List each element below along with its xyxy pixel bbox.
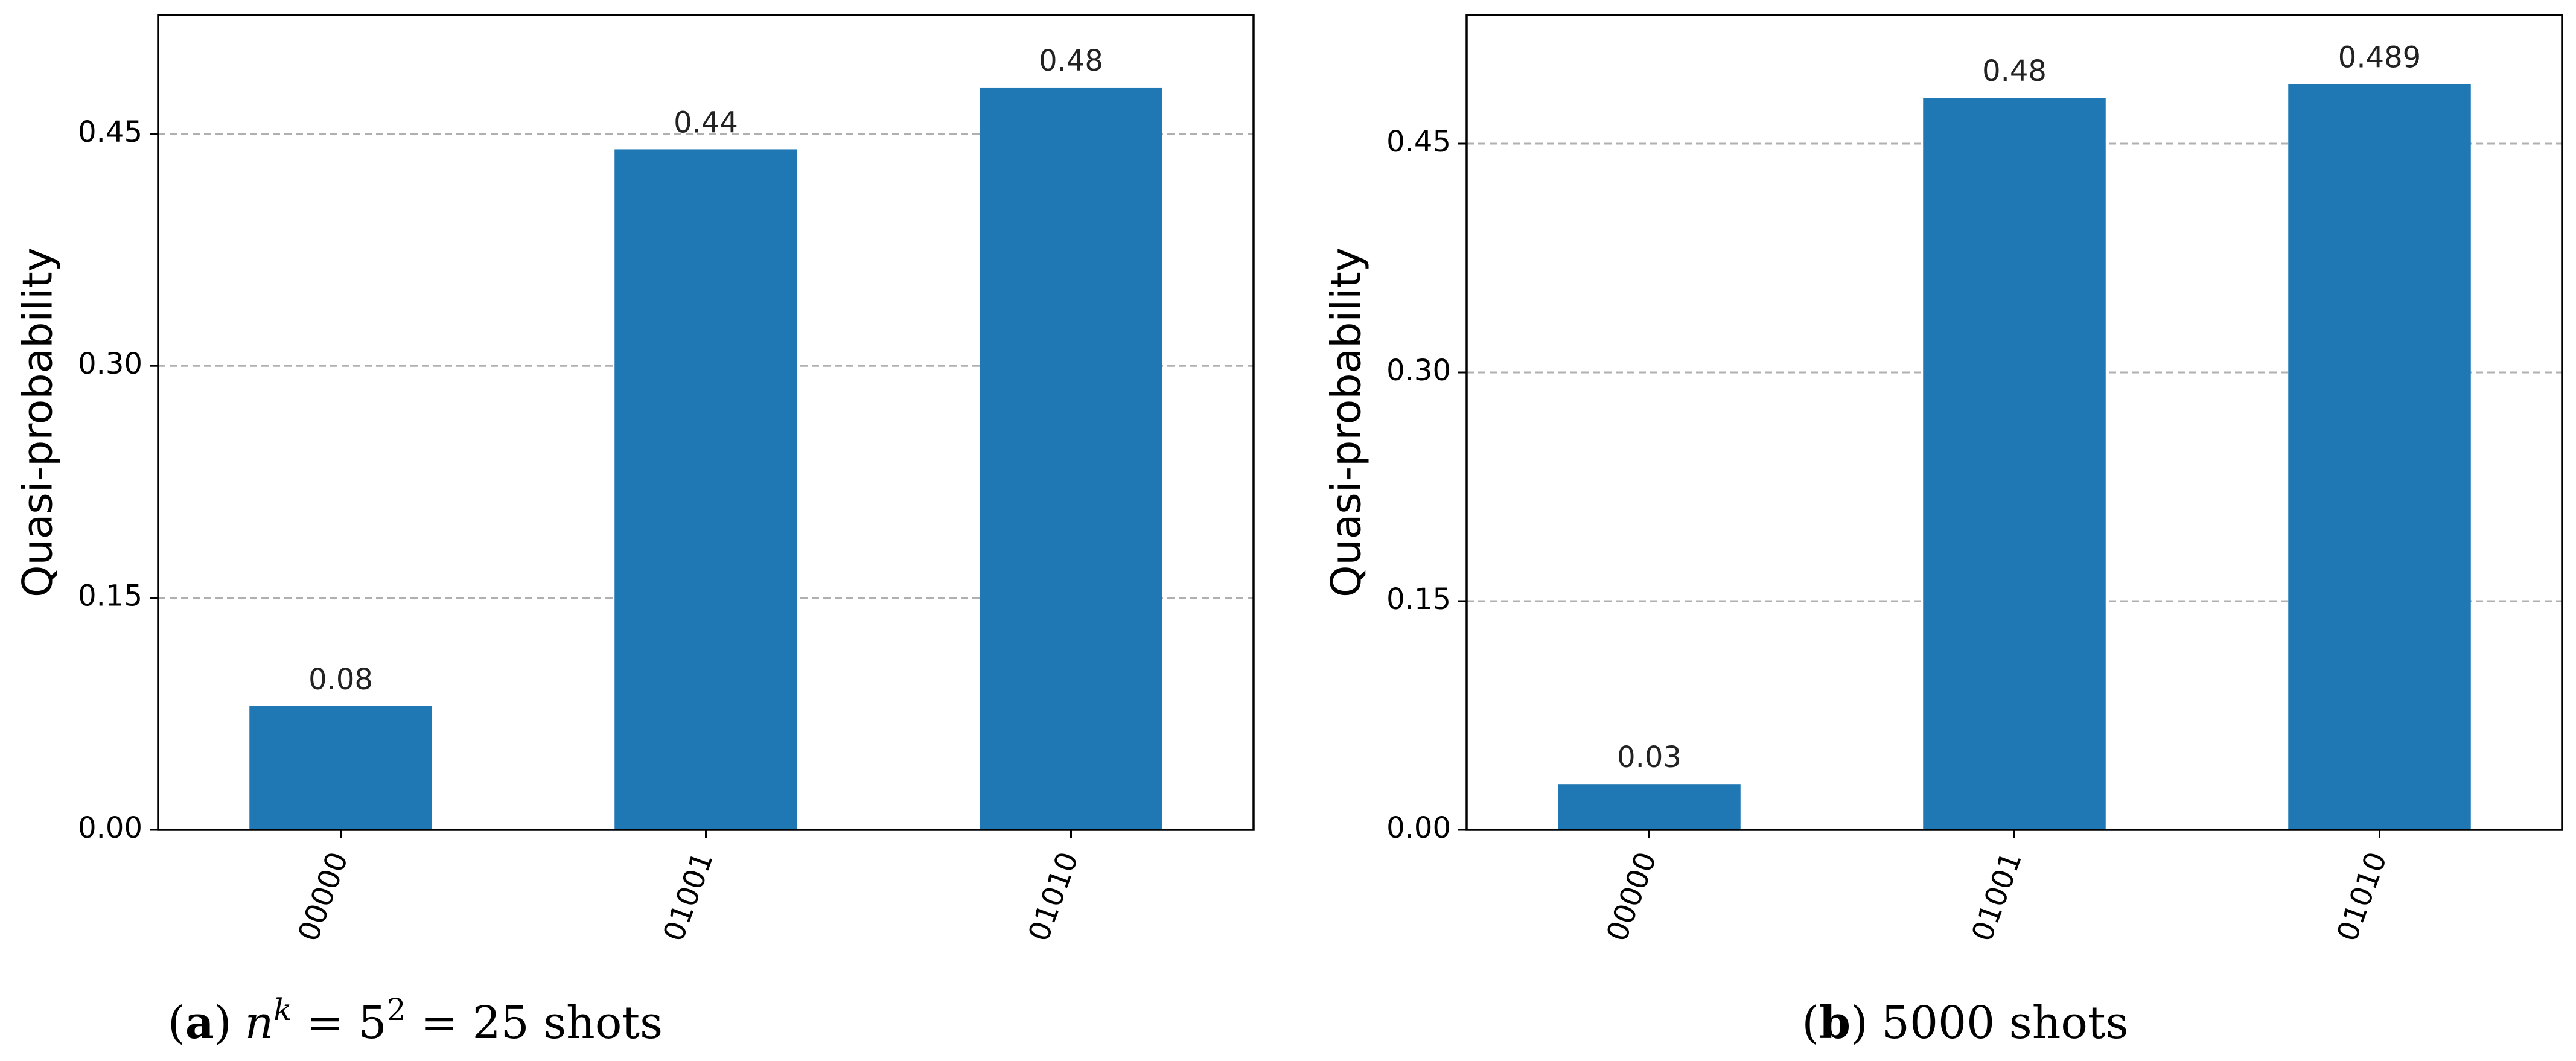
bar: [1923, 98, 2106, 830]
plot-frame: [157, 14, 1255, 831]
chart-panel-b: 0.03 00000 0.48 01001 0.489 01010 0.00 0.15 0.30…: [1323, 14, 2563, 946]
x-tick-label: 00000: [1600, 847, 1663, 946]
y-tick-label: 0.15: [78, 579, 142, 613]
y-axis-label: Quasi-probability: [1323, 247, 1371, 597]
caption-b: (b) 5000 shots: [1802, 997, 2128, 1049]
chart-panel-a: 0.08 00000 0.44 01001 0.48 01010 0.00 0.15 0.30 0…: [14, 14, 1255, 946]
x-tick-label: 01010: [2330, 847, 2394, 946]
bar-value-label: 0.48: [1982, 54, 2047, 88]
plot-frame: [1465, 14, 2563, 831]
y-tick-label: 0.45: [78, 115, 142, 149]
y-tick-label: 0.30: [78, 347, 142, 381]
bar-value-label: 0.03: [1617, 741, 1682, 774]
y-axis-label: Quasi-probability: [14, 247, 62, 597]
bar: [1558, 784, 1741, 830]
x-tick-label: 01010: [1022, 847, 1085, 946]
bar-value-label: 0.489: [2338, 40, 2421, 74]
y-tick-label: 0.30: [1386, 354, 1451, 387]
y-tick-label: 0.45: [1386, 125, 1451, 159]
x-tick-label: 01001: [657, 847, 720, 946]
bar: [614, 149, 797, 830]
x-tick-label: 01001: [1965, 847, 2029, 946]
bar-value-label: 0.48: [1039, 44, 1103, 78]
bar-value-label: 0.44: [674, 106, 738, 139]
caption-a: (a) nk = 52 = 25 shots: [168, 992, 663, 1049]
y-tick-label: 0.00: [1386, 811, 1451, 845]
bar-value-label: 0.08: [308, 663, 373, 696]
bar: [980, 87, 1162, 830]
bar: [2288, 84, 2471, 830]
bar: [249, 706, 432, 830]
y-tick-label: 0.00: [78, 811, 142, 845]
y-tick-label: 0.15: [1386, 582, 1451, 616]
x-tick-label: 00000: [292, 847, 355, 946]
